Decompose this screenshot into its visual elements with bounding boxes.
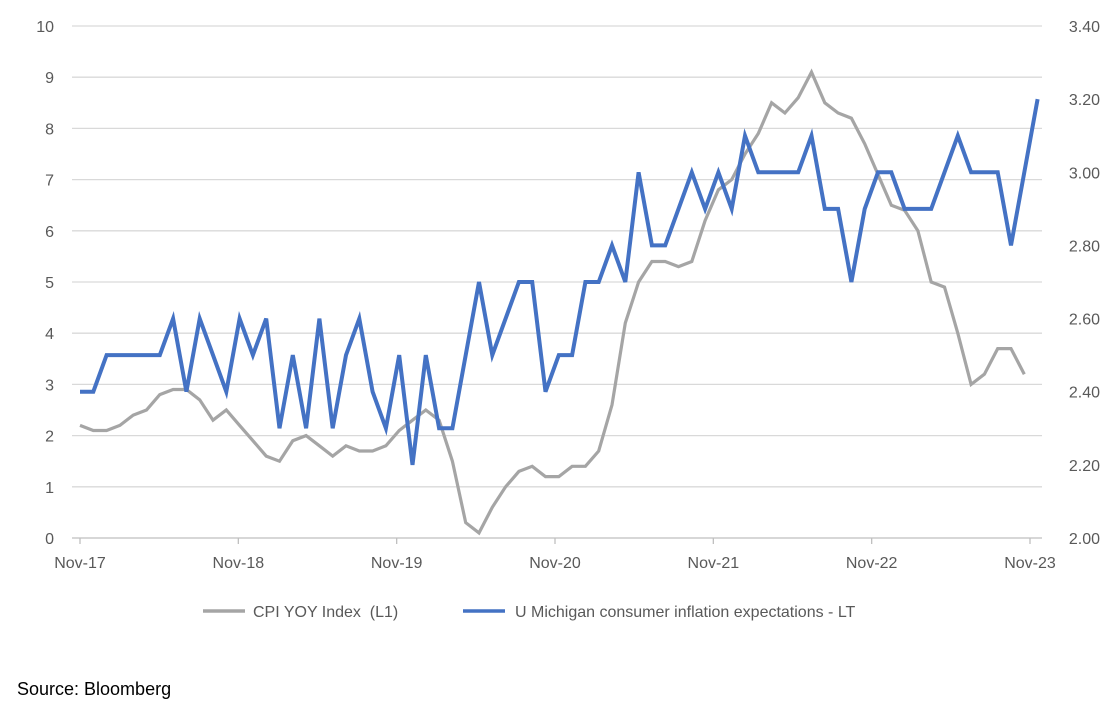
left-tick-label: 1	[45, 480, 54, 497]
x-tick-label: Nov-17	[54, 555, 106, 572]
left-tick-label: 0	[45, 531, 54, 548]
x-tick-label: Nov-23	[1004, 555, 1056, 572]
right-tick-label: 3.20	[1069, 92, 1100, 109]
x-tick-label: Nov-22	[846, 555, 898, 572]
left-tick-label: 6	[45, 224, 54, 241]
left-tick-label: 10	[36, 19, 54, 36]
x-tick-label: Nov-18	[213, 555, 265, 572]
source-note: Source: Bloomberg	[17, 679, 172, 699]
right-tick-label: 2.00	[1069, 531, 1100, 548]
x-tick-label: Nov-21	[688, 555, 740, 572]
right-tick-label: 2.60	[1069, 312, 1100, 329]
legend: CPI YOY Index (L1) U Michigan consumer i…	[203, 604, 856, 621]
right-axis-ticks: 2.00 2.20 2.40 2.60 2.80 3.00 3.20 3.40	[1069, 19, 1100, 548]
cpi-yoy-line	[79, 68, 1026, 536]
legend-label-cpi: CPI YOY Index (L1)	[253, 604, 398, 621]
left-tick-label: 7	[45, 173, 54, 190]
right-tick-label: 3.00	[1069, 165, 1100, 182]
right-tick-label: 2.80	[1069, 238, 1100, 255]
left-axis-ticks: 0 1 2 3 4 5 6 7 8 9 10	[36, 19, 54, 548]
left-tick-label: 4	[45, 326, 54, 343]
umich-expectations-line	[80, 98, 1040, 466]
gridlines	[72, 25, 1042, 488]
x-tick-label: Nov-19	[371, 555, 423, 572]
left-tick-label: 5	[45, 275, 54, 292]
left-tick-label: 9	[45, 70, 54, 87]
left-tick-label: 3	[45, 377, 54, 394]
series-lines	[79, 68, 1040, 536]
right-tick-label: 3.40	[1069, 19, 1100, 36]
legend-label-umich: U Michigan consumer inflation expectatio…	[515, 604, 856, 621]
left-tick-label: 8	[45, 121, 54, 138]
chart: 0 1 2 3 4 5 6 7 8 9 10 2.00 2.20 2.40 2.60 2.80 3.00 3.2…	[36, 19, 1100, 621]
x-tick-label: Nov-20	[529, 555, 581, 572]
left-tick-label: 2	[45, 429, 54, 446]
right-tick-label: 2.20	[1069, 458, 1100, 475]
right-tick-label: 2.40	[1069, 385, 1100, 402]
x-axis: Nov-17 Nov-18 Nov-19 Nov-20 Nov-21 Nov-22 Nov-…	[54, 537, 1056, 572]
